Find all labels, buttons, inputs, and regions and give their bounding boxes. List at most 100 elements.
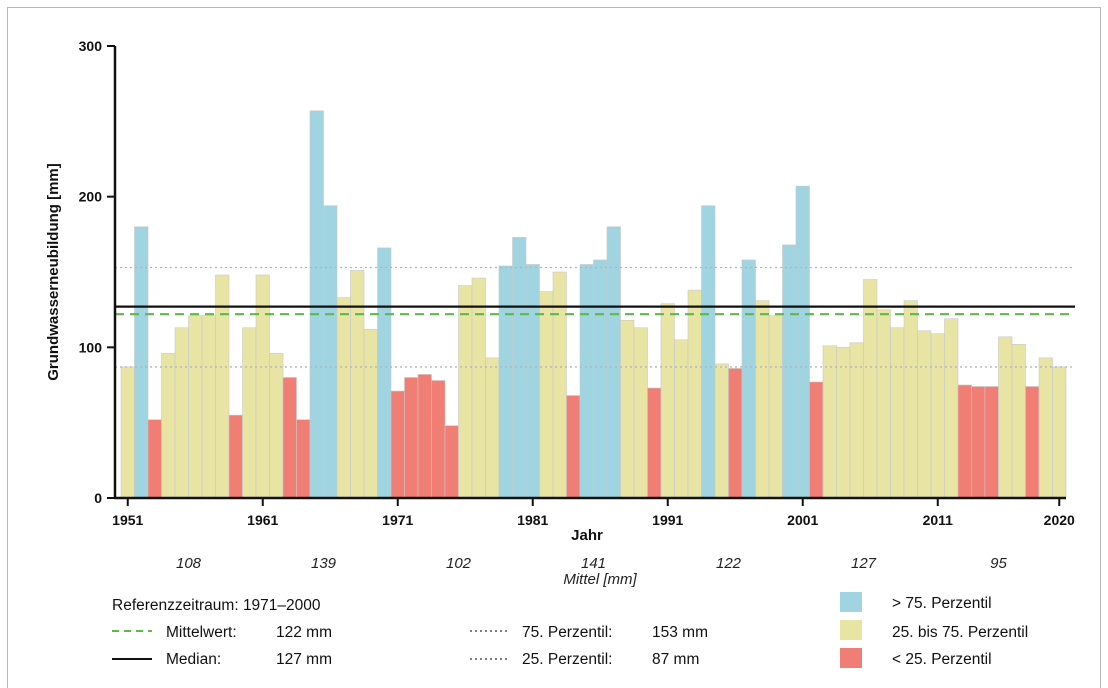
- bar-1988: [620, 319, 635, 499]
- bar-2004: [836, 347, 851, 499]
- bar-1959: [228, 414, 243, 499]
- bar-1954: [161, 353, 176, 499]
- legend-mean-label: Mittelwert:: [166, 624, 237, 641]
- legend-p25-value: 87 mm: [652, 651, 699, 668]
- bar-1985: [579, 264, 594, 499]
- bar-1996: [728, 368, 743, 499]
- legend-p25-label: 25. Perzentil:: [522, 651, 612, 668]
- bar-1990: [647, 387, 662, 499]
- bar-1992: [674, 339, 689, 499]
- bar-1993: [687, 289, 702, 499]
- bar-1981: [525, 264, 540, 499]
- bar-1956: [188, 315, 203, 499]
- bar-1991: [660, 303, 675, 499]
- legend-median-label: Median:: [166, 651, 221, 668]
- x-tick-label-2001: 2001: [787, 512, 818, 528]
- bar-2019: [1038, 357, 1053, 499]
- legend-low-swatch: [840, 648, 862, 668]
- x-tick-label-1971: 1971: [382, 512, 413, 528]
- x-tick-label-1991: 1991: [652, 512, 683, 528]
- bar-1953: [147, 419, 162, 499]
- bar-1962: [269, 353, 284, 499]
- bar-2010: [917, 330, 932, 499]
- bar-1969: [363, 328, 378, 499]
- bar-1982: [539, 291, 554, 499]
- bar-2011: [930, 333, 945, 499]
- bar-2008: [890, 327, 905, 499]
- bar-1994: [701, 205, 716, 499]
- legend-high-label: > 75. Perzentil: [892, 595, 992, 612]
- x-tick-label-1961: 1961: [247, 512, 278, 528]
- y-axis-title: Grundwasserneubildung [mm]: [45, 163, 62, 381]
- bar-2006: [863, 279, 878, 499]
- y-tick-label-0: 0: [94, 490, 102, 506]
- bar-1999: [768, 315, 783, 499]
- decade-mean-4: 122: [716, 555, 742, 572]
- bar-1987: [606, 226, 621, 499]
- bar-2014: [971, 386, 986, 499]
- bar-1957: [201, 315, 216, 499]
- bar-1966: [323, 205, 338, 499]
- y-tick-label-200: 200: [79, 189, 103, 205]
- y-tick-label-300: 300: [79, 38, 103, 54]
- legend-median-value: 127 mm: [276, 651, 332, 668]
- bar-1970: [377, 247, 392, 499]
- x-ticks: 1951 1961 1971 1981 1991 2001 2011 2020: [112, 498, 1075, 528]
- bar-1980: [512, 237, 527, 499]
- legend-mid-swatch: [840, 620, 862, 640]
- bar-1989: [633, 327, 648, 499]
- bar-1979: [498, 265, 513, 499]
- decade-means: 108 139 102 141 122 127 95: [176, 555, 1008, 572]
- bar-1972: [404, 377, 419, 499]
- x-tick-label-2011: 2011: [923, 512, 954, 528]
- decade-mean-1: 139: [311, 555, 337, 572]
- bar-2013: [957, 384, 972, 499]
- bar-1955: [174, 327, 189, 499]
- legend: Referenzzeitraum: 1971–2000 Mittelwert: …: [112, 592, 1028, 668]
- bar-1971: [390, 390, 405, 499]
- bar-1963: [282, 377, 297, 499]
- decade-mean-5: 127: [851, 555, 877, 572]
- decade-means-caption: Mittel [mm]: [563, 571, 637, 588]
- bar-1960: [242, 327, 257, 499]
- bar-1967: [336, 297, 351, 499]
- decade-mean-2: 102: [446, 555, 472, 572]
- bar-1968: [350, 270, 365, 499]
- bar-2000: [782, 244, 797, 499]
- bar-2020: [1052, 366, 1067, 499]
- bar-1997: [741, 259, 756, 499]
- bar-2009: [903, 300, 918, 499]
- decade-mean-0: 108: [176, 555, 202, 572]
- bar-1976: [458, 285, 473, 499]
- bar-1958: [215, 274, 230, 499]
- bar-2001: [795, 185, 810, 499]
- x-tick-label-1981: 1981: [517, 512, 548, 528]
- legend-high-swatch: [840, 592, 862, 612]
- decade-mean-6: 95: [990, 555, 1007, 572]
- bar-2015: [984, 386, 999, 499]
- legend-mean-value: 122 mm: [276, 624, 332, 641]
- bar-1975: [444, 425, 459, 499]
- bar-1977: [471, 277, 486, 499]
- legend-reference-period: Referenzzeitraum: 1971–2000: [112, 597, 321, 614]
- bar-1951: [120, 366, 135, 499]
- chart-frame: [7, 7, 1101, 688]
- x-axis-title: Jahr: [571, 527, 603, 544]
- bar-1984: [566, 395, 581, 499]
- bar-2002: [809, 381, 824, 499]
- bars-group: [120, 110, 1067, 499]
- bar-1978: [485, 357, 500, 499]
- bar-1973: [417, 374, 432, 499]
- y-tick-label-100: 100: [79, 339, 103, 355]
- bar-1965: [309, 110, 324, 499]
- bar-1964: [296, 419, 311, 499]
- bar-2005: [849, 342, 864, 499]
- legend-p75-value: 153 mm: [652, 624, 708, 641]
- bar-1986: [593, 259, 608, 499]
- bar-2017: [1011, 344, 1026, 499]
- bar-1998: [755, 300, 770, 499]
- bar-1961: [255, 274, 270, 499]
- bar-2007: [876, 309, 891, 499]
- bar-2018: [1025, 386, 1040, 499]
